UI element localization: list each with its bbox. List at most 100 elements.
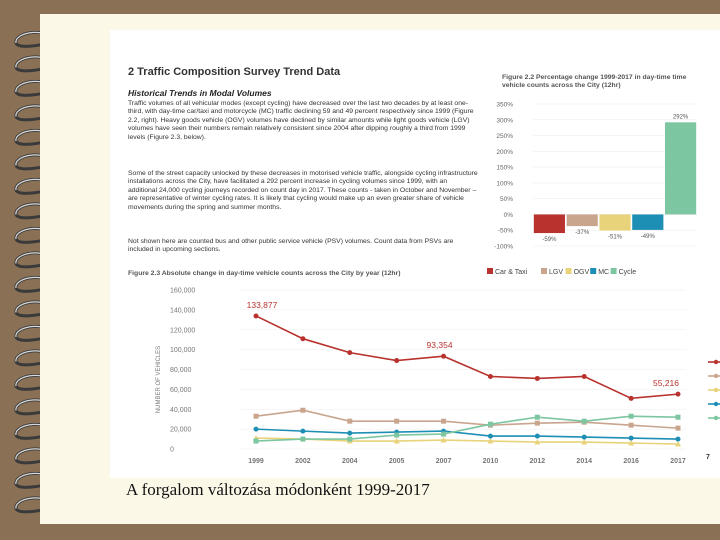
bar-cycle <box>665 122 697 215</box>
bar-value-label: -51% <box>608 235 623 241</box>
y-tick-label: 120,000 <box>170 327 195 334</box>
bar-value-label: -59% <box>542 237 557 243</box>
data-point <box>675 441 681 447</box>
data-point <box>441 353 447 359</box>
legend-marker <box>713 415 719 421</box>
data-point <box>675 414 681 420</box>
data-point <box>628 413 634 419</box>
y-tick-label: 0 <box>170 447 174 454</box>
legend-marker <box>713 359 719 365</box>
x-tick-label: 2016 <box>623 458 639 465</box>
legend-marker <box>713 373 719 379</box>
data-point <box>534 375 540 381</box>
data-point <box>628 440 635 446</box>
series-line-car-taxi <box>255 315 679 400</box>
data-point <box>300 436 306 442</box>
y-tick-label: 60,000 <box>170 387 192 394</box>
series-line-mc <box>255 428 679 440</box>
data-point <box>534 414 540 420</box>
data-point <box>487 433 493 439</box>
bar-car-taxi <box>533 214 565 234</box>
data-point <box>628 422 634 428</box>
data-point <box>300 336 306 342</box>
data-point <box>394 418 400 424</box>
legend-label: Cycle <box>619 269 637 276</box>
x-tick-label: 2002 <box>295 458 311 465</box>
data-point <box>581 418 587 424</box>
legend-swatch <box>541 268 547 274</box>
bar-ogv <box>599 214 631 231</box>
section-title: 2 Traffic Composition Survey Trend Data <box>128 66 341 78</box>
data-point <box>441 431 447 437</box>
data-point <box>534 439 541 445</box>
data-point <box>253 313 259 319</box>
data-point <box>253 438 259 444</box>
x-tick-label: 2014 <box>576 458 592 465</box>
data-point <box>393 438 400 444</box>
legend-label: LGV <box>549 269 563 276</box>
series-line-ogv <box>255 437 679 445</box>
legend-marker <box>713 401 719 407</box>
y-tick-label: 250% <box>496 133 513 140</box>
data-point <box>347 436 353 442</box>
y-tick-label: 0% <box>504 212 514 219</box>
data-point <box>347 418 353 424</box>
data-point <box>440 437 447 443</box>
data-point <box>534 420 540 426</box>
legend-label: Car & Taxi <box>495 269 528 276</box>
bar-value-label: 292% <box>673 114 689 120</box>
data-annotation: 133,877 <box>247 300 278 310</box>
x-tick-label: 2007 <box>436 458 452 465</box>
y-tick-label: 300% <box>496 117 513 124</box>
data-point <box>300 407 306 413</box>
data-point <box>394 358 400 364</box>
data-point <box>441 418 447 424</box>
legend-swatch <box>487 268 493 274</box>
figure-2-2-title: Figure 2.2 Percentage change 1999-2017 i… <box>502 74 687 90</box>
data-point <box>253 413 259 419</box>
data-point <box>347 430 353 436</box>
y-tick-label: 140,000 <box>170 307 195 314</box>
document-page: 2 Traffic Composition Survey Trend Data … <box>110 30 720 478</box>
y-tick-label: 100,000 <box>170 347 195 354</box>
data-annotation: 55,216 <box>653 378 679 388</box>
notebook-page: 2 Traffic Composition Survey Trend Data … <box>40 14 720 524</box>
data-point <box>394 432 400 438</box>
bar-mc <box>632 214 664 230</box>
bar-chart: 350% 300% 250% 200% 150% 100% 50% 0% -50% -100% -5… <box>487 102 697 276</box>
x-tick-label: 1999 <box>248 458 264 465</box>
data-point <box>675 436 681 442</box>
x-tick-label: 2004 <box>342 458 358 465</box>
y-tick-label: 160,000 <box>170 288 195 295</box>
data-point <box>347 350 353 356</box>
line-chart: 160,000 140,000 120,000 100,000 80,000 60,000… <box>156 288 720 465</box>
data-point <box>581 439 588 445</box>
data-point <box>628 435 634 441</box>
y-axis-label: NUMBER OF VEHICLES <box>156 346 162 413</box>
y-tick-label: 80,000 <box>170 367 192 374</box>
legend-label: MC <box>598 269 609 276</box>
data-annotation: 93,354 <box>427 340 453 350</box>
data-point <box>253 426 259 432</box>
page-number: 7 <box>706 454 710 461</box>
bar-value-label: -37% <box>575 230 590 236</box>
subheading: Historical Trends in Modal Volumes <box>128 88 272 98</box>
legend-marker <box>713 387 719 393</box>
data-point <box>534 433 540 439</box>
bar-value-label: -49% <box>641 234 656 240</box>
y-tick-label: 100% <box>496 180 513 187</box>
y-tick-label: 350% <box>496 102 513 109</box>
x-tick-label: 2012 <box>530 458 546 465</box>
paragraph-2: Some of the street capacity unlocked by … <box>128 170 478 211</box>
y-tick-label: 20,000 <box>170 427 192 434</box>
data-point <box>581 373 587 379</box>
data-point <box>581 434 587 440</box>
legend-swatch <box>565 268 572 274</box>
figure-2-3-title: Figure 2.3 Absolute change in day-time v… <box>128 270 401 277</box>
paragraph-3: Not shown here are counted bus and other… <box>128 238 454 254</box>
data-point <box>487 421 493 427</box>
data-point <box>300 428 306 434</box>
y-tick-label: -100% <box>494 244 513 251</box>
y-tick-label: -50% <box>498 228 513 235</box>
data-point <box>675 425 681 431</box>
